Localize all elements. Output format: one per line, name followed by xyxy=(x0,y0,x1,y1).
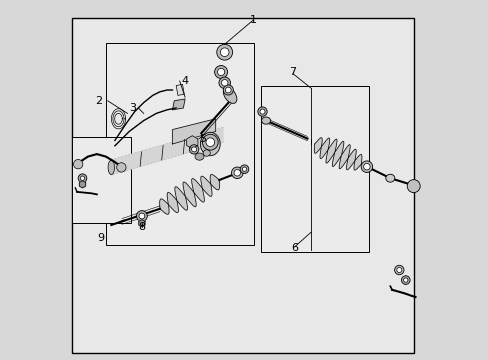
Polygon shape xyxy=(172,99,185,110)
Bar xyxy=(106,43,253,245)
Circle shape xyxy=(216,44,232,60)
Circle shape xyxy=(139,213,144,219)
Text: 2: 2 xyxy=(95,96,102,106)
Circle shape xyxy=(361,161,372,172)
Ellipse shape xyxy=(385,174,394,182)
Text: 1: 1 xyxy=(249,15,257,25)
Circle shape xyxy=(363,163,369,170)
Polygon shape xyxy=(111,128,223,175)
Circle shape xyxy=(73,159,82,169)
Ellipse shape xyxy=(261,117,270,124)
Circle shape xyxy=(78,174,87,183)
Circle shape xyxy=(260,109,264,114)
Bar xyxy=(72,137,131,223)
Ellipse shape xyxy=(200,132,220,156)
Circle shape xyxy=(401,276,409,284)
Text: 4: 4 xyxy=(181,76,188,86)
Bar xyxy=(260,86,368,252)
Text: 9: 9 xyxy=(97,233,104,243)
Circle shape xyxy=(191,147,196,152)
Circle shape xyxy=(136,211,147,221)
Circle shape xyxy=(189,145,199,154)
Circle shape xyxy=(231,167,243,179)
Bar xyxy=(176,84,184,95)
Circle shape xyxy=(225,87,231,93)
Polygon shape xyxy=(160,175,219,214)
Polygon shape xyxy=(172,119,215,144)
Circle shape xyxy=(205,138,214,147)
Ellipse shape xyxy=(195,153,203,160)
Text: 6: 6 xyxy=(291,243,298,253)
Circle shape xyxy=(214,66,227,78)
Circle shape xyxy=(403,278,407,282)
Ellipse shape xyxy=(203,150,210,156)
Ellipse shape xyxy=(108,160,114,175)
Ellipse shape xyxy=(223,87,236,103)
Circle shape xyxy=(220,48,228,57)
Circle shape xyxy=(217,68,224,76)
Circle shape xyxy=(396,267,401,273)
Circle shape xyxy=(394,265,403,275)
Circle shape xyxy=(407,180,419,193)
Circle shape xyxy=(223,85,233,95)
Polygon shape xyxy=(139,220,145,227)
Text: 3: 3 xyxy=(129,103,136,113)
Text: 5: 5 xyxy=(199,134,206,144)
Circle shape xyxy=(242,167,246,171)
Circle shape xyxy=(257,107,266,116)
Text: 8: 8 xyxy=(138,222,145,232)
Circle shape xyxy=(117,163,126,172)
Circle shape xyxy=(221,80,227,86)
Polygon shape xyxy=(314,138,361,170)
Polygon shape xyxy=(186,136,198,149)
Circle shape xyxy=(219,77,230,89)
Text: 7: 7 xyxy=(289,67,296,77)
Polygon shape xyxy=(79,181,85,188)
Circle shape xyxy=(234,170,240,176)
Circle shape xyxy=(80,176,84,180)
Circle shape xyxy=(240,165,248,174)
Circle shape xyxy=(202,134,218,150)
